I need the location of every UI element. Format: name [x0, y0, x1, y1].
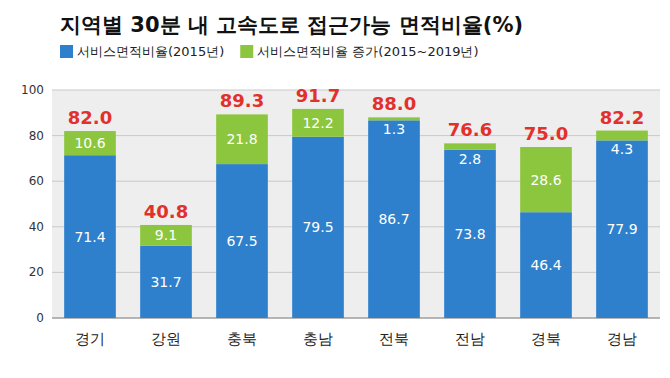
data-label: 67.5 [226, 233, 257, 249]
bar-segment [368, 120, 420, 318]
bar-segment [520, 212, 572, 318]
data-label: 46.4 [530, 257, 561, 273]
data-label: 2.8 [459, 151, 481, 167]
total-label: 88.0 [372, 93, 416, 114]
y-tick-label: 60 [29, 174, 44, 188]
total-label: 89.3 [220, 90, 264, 111]
legend-label: 서비스면적비율(2015년) [77, 44, 224, 59]
plot-background [52, 90, 660, 318]
y-tick-label: 80 [29, 129, 44, 143]
data-label: 10.6 [74, 135, 105, 151]
legend-swatch [60, 45, 73, 58]
data-label: 28.6 [530, 172, 561, 188]
data-label: 79.5 [302, 219, 333, 235]
x-tick-label: 경남 [607, 330, 637, 348]
data-label: 77.9 [606, 221, 637, 237]
bar-segment [292, 109, 344, 137]
grid-line [52, 135, 660, 136]
total-label: 40.8 [144, 201, 188, 222]
bar-segment [216, 164, 268, 318]
data-label: 4.3 [611, 141, 633, 157]
data-label: 21.8 [226, 131, 257, 147]
data-label: 31.7 [150, 274, 181, 290]
x-tick-label: 충남 [303, 330, 333, 348]
x-tick-label: 강원 [151, 330, 181, 348]
bar-segment [64, 131, 116, 155]
bar-segment [140, 225, 192, 246]
bar-segment [140, 246, 192, 318]
total-label: 82.0 [68, 107, 112, 128]
y-tick-label: 20 [29, 265, 44, 279]
x-tick-label: 충북 [227, 330, 257, 348]
grid-line [52, 90, 660, 91]
bars [64, 109, 648, 318]
bar-segment [596, 140, 648, 318]
bar-segment [444, 150, 496, 318]
bar-segment [64, 155, 116, 318]
x-tick-label: 경기 [75, 330, 105, 348]
total-label: 75.0 [524, 123, 568, 144]
legend-swatch [240, 45, 253, 58]
data-label: 73.8 [454, 226, 485, 242]
data-label: 9.1 [155, 227, 177, 243]
bar-segment [216, 114, 268, 164]
data-label: 1.3 [383, 121, 405, 137]
y-tick-label: 40 [29, 220, 44, 234]
total-label: 91.7 [296, 85, 340, 106]
bar-segment [368, 117, 420, 120]
data-label: 86.7 [378, 211, 409, 227]
y-tick-label: 0 [36, 311, 44, 325]
bar-segment [520, 147, 572, 212]
bar-segment [444, 143, 496, 149]
data-labels: 71.4 31.7 67.5 79.5 86.7 73.8 46.4 77.9 10.6 9.1 2… [68, 85, 644, 290]
data-label: 12.2 [302, 115, 333, 131]
y-tick-label: 100 [21, 83, 44, 97]
bar-segment [292, 137, 344, 318]
x-tick-label: 경북 [531, 330, 561, 348]
title: 지역별 30분 내 고속도로 접근가능 면적비율(%) [60, 13, 523, 37]
legend-label: 서비스면적비율 증가(2015~2019년) [257, 44, 478, 59]
total-label: 82.2 [600, 107, 644, 128]
x-tick-label: 전북 [379, 330, 409, 348]
chart: 지역별 30분 내 고속도로 접근가능 면적비율(%) 서비스면적비율(2015년… [0, 0, 670, 378]
data-label: 71.4 [74, 229, 105, 245]
bar-segment [596, 131, 648, 141]
x-tick-label: 전남 [455, 330, 485, 348]
total-label: 76.6 [448, 119, 492, 140]
